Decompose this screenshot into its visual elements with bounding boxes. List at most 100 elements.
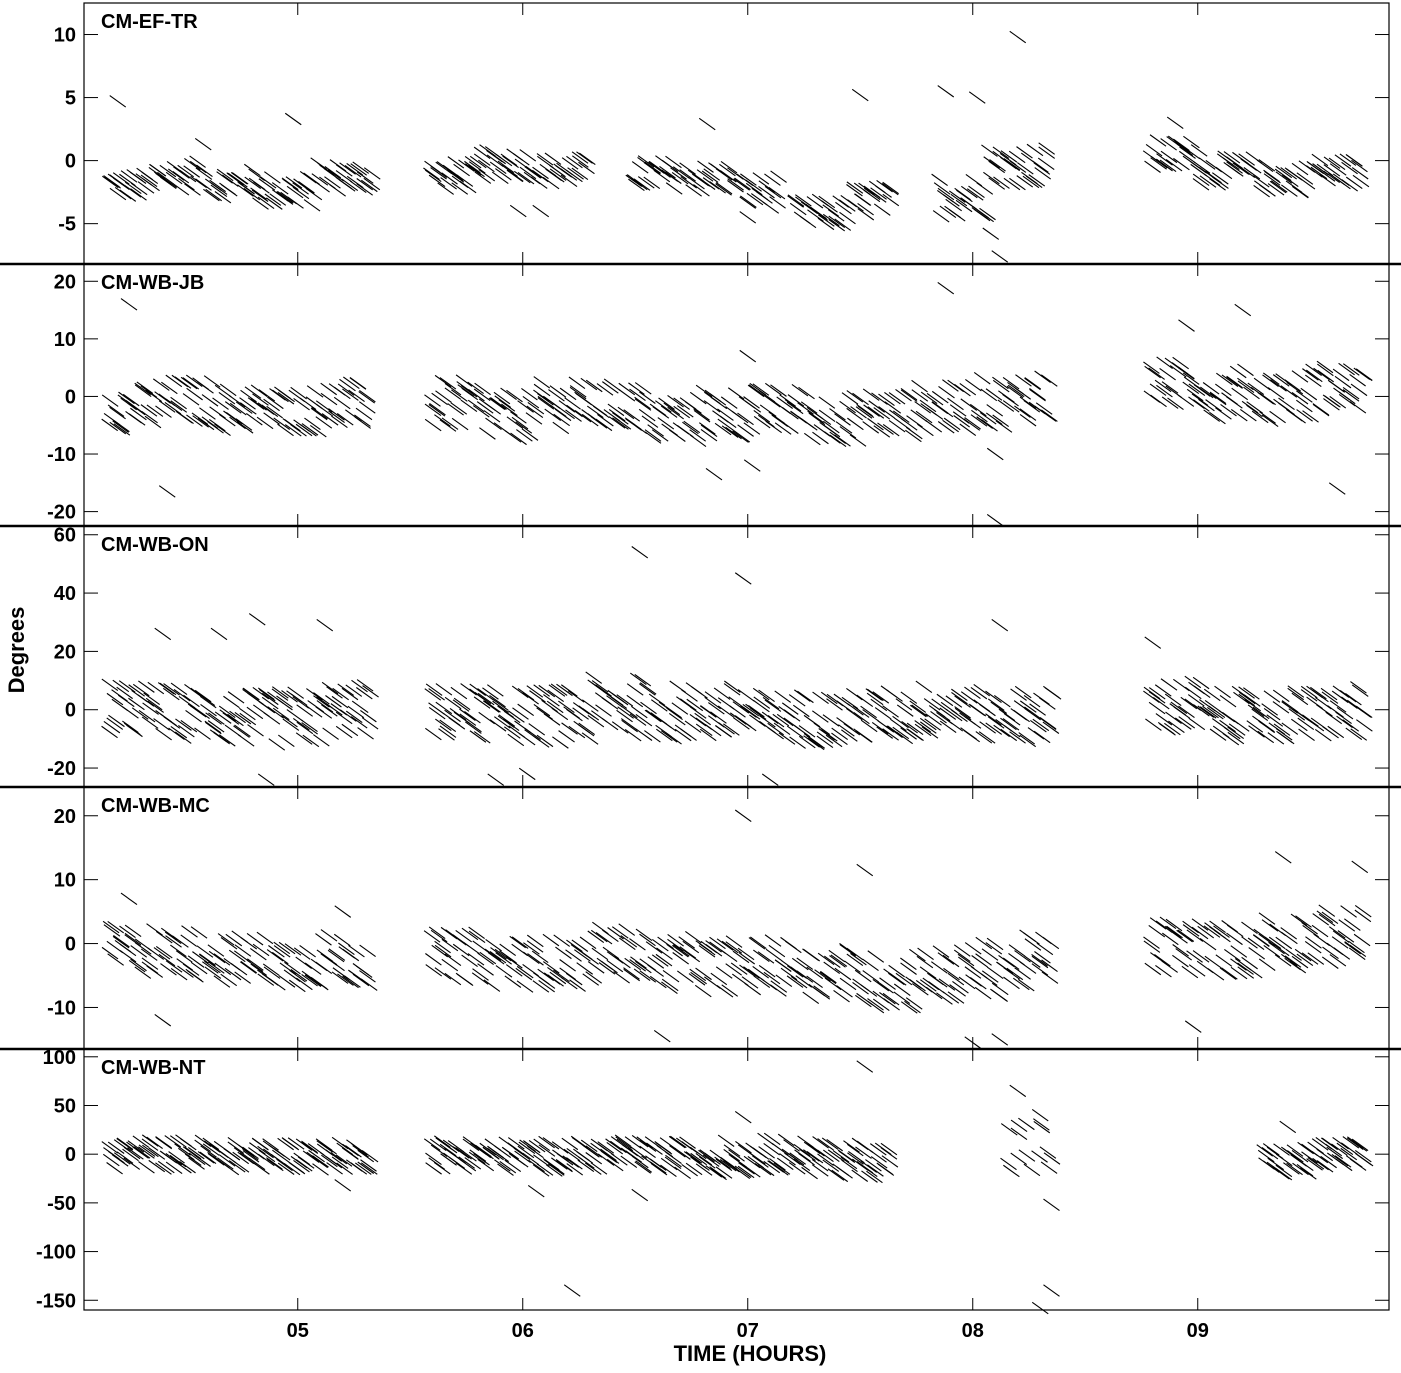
phase-mark [1350, 682, 1366, 693]
phase-mark [992, 983, 1008, 995]
phase-mark [840, 401, 856, 413]
phase-mark [338, 384, 354, 396]
phase-mark [873, 979, 889, 991]
phase-mark [1357, 1154, 1373, 1165]
phase-mark [1279, 398, 1295, 410]
phase-mark [1043, 937, 1059, 949]
phase-mark [523, 693, 539, 704]
phase-mark [1173, 945, 1189, 957]
y-tick-label: 40 [54, 583, 76, 605]
phase-mark [1045, 688, 1061, 699]
phase-mark [129, 414, 145, 426]
phase-mark [750, 937, 766, 949]
x-axis-title: TIME (HOURS) [674, 1341, 827, 1366]
phase-mark [802, 949, 818, 961]
phase-mark [328, 170, 344, 181]
phase-mark [1345, 693, 1361, 704]
phase-mark [668, 407, 684, 419]
phase-mark [479, 428, 495, 440]
phase-mark [916, 411, 932, 423]
phase-mark [326, 687, 342, 698]
phase-mark [1145, 719, 1161, 730]
phase-mark [765, 935, 781, 947]
phase-mark [745, 983, 761, 995]
phase-mark [296, 733, 312, 744]
phase-mark [211, 183, 227, 194]
phase-mark [829, 409, 845, 421]
phase-mark [452, 418, 468, 430]
phase-mark [170, 945, 186, 957]
phase-mark [1226, 397, 1242, 409]
phase-mark [248, 725, 264, 736]
phase-mark [436, 702, 452, 713]
phase-mark [431, 930, 447, 942]
phase-mark [336, 726, 352, 737]
phase-mark [1210, 729, 1226, 740]
phase-mark [1004, 159, 1020, 170]
phase-mark [234, 725, 250, 736]
phase-mark [122, 721, 138, 732]
phase-mark [695, 985, 711, 997]
phase-mark [173, 171, 189, 182]
phase-mark [629, 939, 645, 951]
phase-mark [1355, 910, 1371, 922]
phase-mark [1346, 728, 1362, 739]
phase-mark [850, 953, 866, 965]
phase-mark [875, 708, 891, 719]
phase-mark [800, 216, 816, 227]
phase-mark [1301, 388, 1317, 400]
phase-mark [887, 690, 903, 701]
phase-mark [621, 719, 637, 730]
phase-mark [685, 721, 701, 732]
phase-mark [126, 725, 142, 736]
phase-mark [989, 161, 1005, 172]
phase-mark [984, 157, 1000, 168]
phase-mark [733, 431, 749, 443]
phase-mark [1010, 1085, 1026, 1096]
phase-mark [197, 382, 213, 394]
phase-mark [1342, 162, 1358, 173]
phase-mark [203, 189, 219, 200]
phase-mark [841, 1157, 857, 1168]
phase-mark [1041, 375, 1057, 387]
phase-mark [562, 723, 578, 734]
phase-mark [544, 714, 560, 725]
phase-mark [249, 1158, 265, 1169]
phase-mark [670, 1136, 686, 1147]
phase-mark [468, 400, 484, 412]
phase-mark [799, 387, 815, 399]
phase-mark [645, 710, 661, 721]
phase-mark [882, 183, 898, 194]
phase-mark [925, 719, 941, 730]
phase-mark [1297, 1164, 1313, 1175]
phase-mark [233, 726, 249, 737]
phase-mark [1009, 945, 1025, 957]
phase-mark [735, 810, 751, 822]
phase-mark [332, 972, 348, 984]
phase-mark [857, 695, 873, 706]
phase-mark [1333, 686, 1349, 697]
phase-mark [657, 948, 673, 960]
phase-mark [885, 402, 901, 414]
phase-mark [814, 988, 830, 1000]
phase-mark [694, 409, 710, 421]
phase-mark [976, 937, 992, 949]
phase-mark [588, 962, 604, 974]
phase-mark [979, 732, 995, 743]
phase-mark [168, 169, 184, 180]
phase-mark [1167, 398, 1183, 410]
phase-mark [1285, 380, 1301, 392]
phase-mark [1232, 388, 1248, 400]
phase-mark [740, 197, 756, 208]
phase-mark [269, 739, 285, 750]
phase-mark [1157, 159, 1173, 170]
phase-mark [983, 228, 999, 239]
phase-mark [934, 183, 950, 194]
phase-mark [861, 1171, 877, 1182]
phase-mark [665, 1155, 681, 1166]
phase-mark [748, 385, 764, 397]
phase-mark [512, 1156, 528, 1167]
phase-mark [1029, 389, 1045, 401]
phase-mark [840, 427, 856, 439]
